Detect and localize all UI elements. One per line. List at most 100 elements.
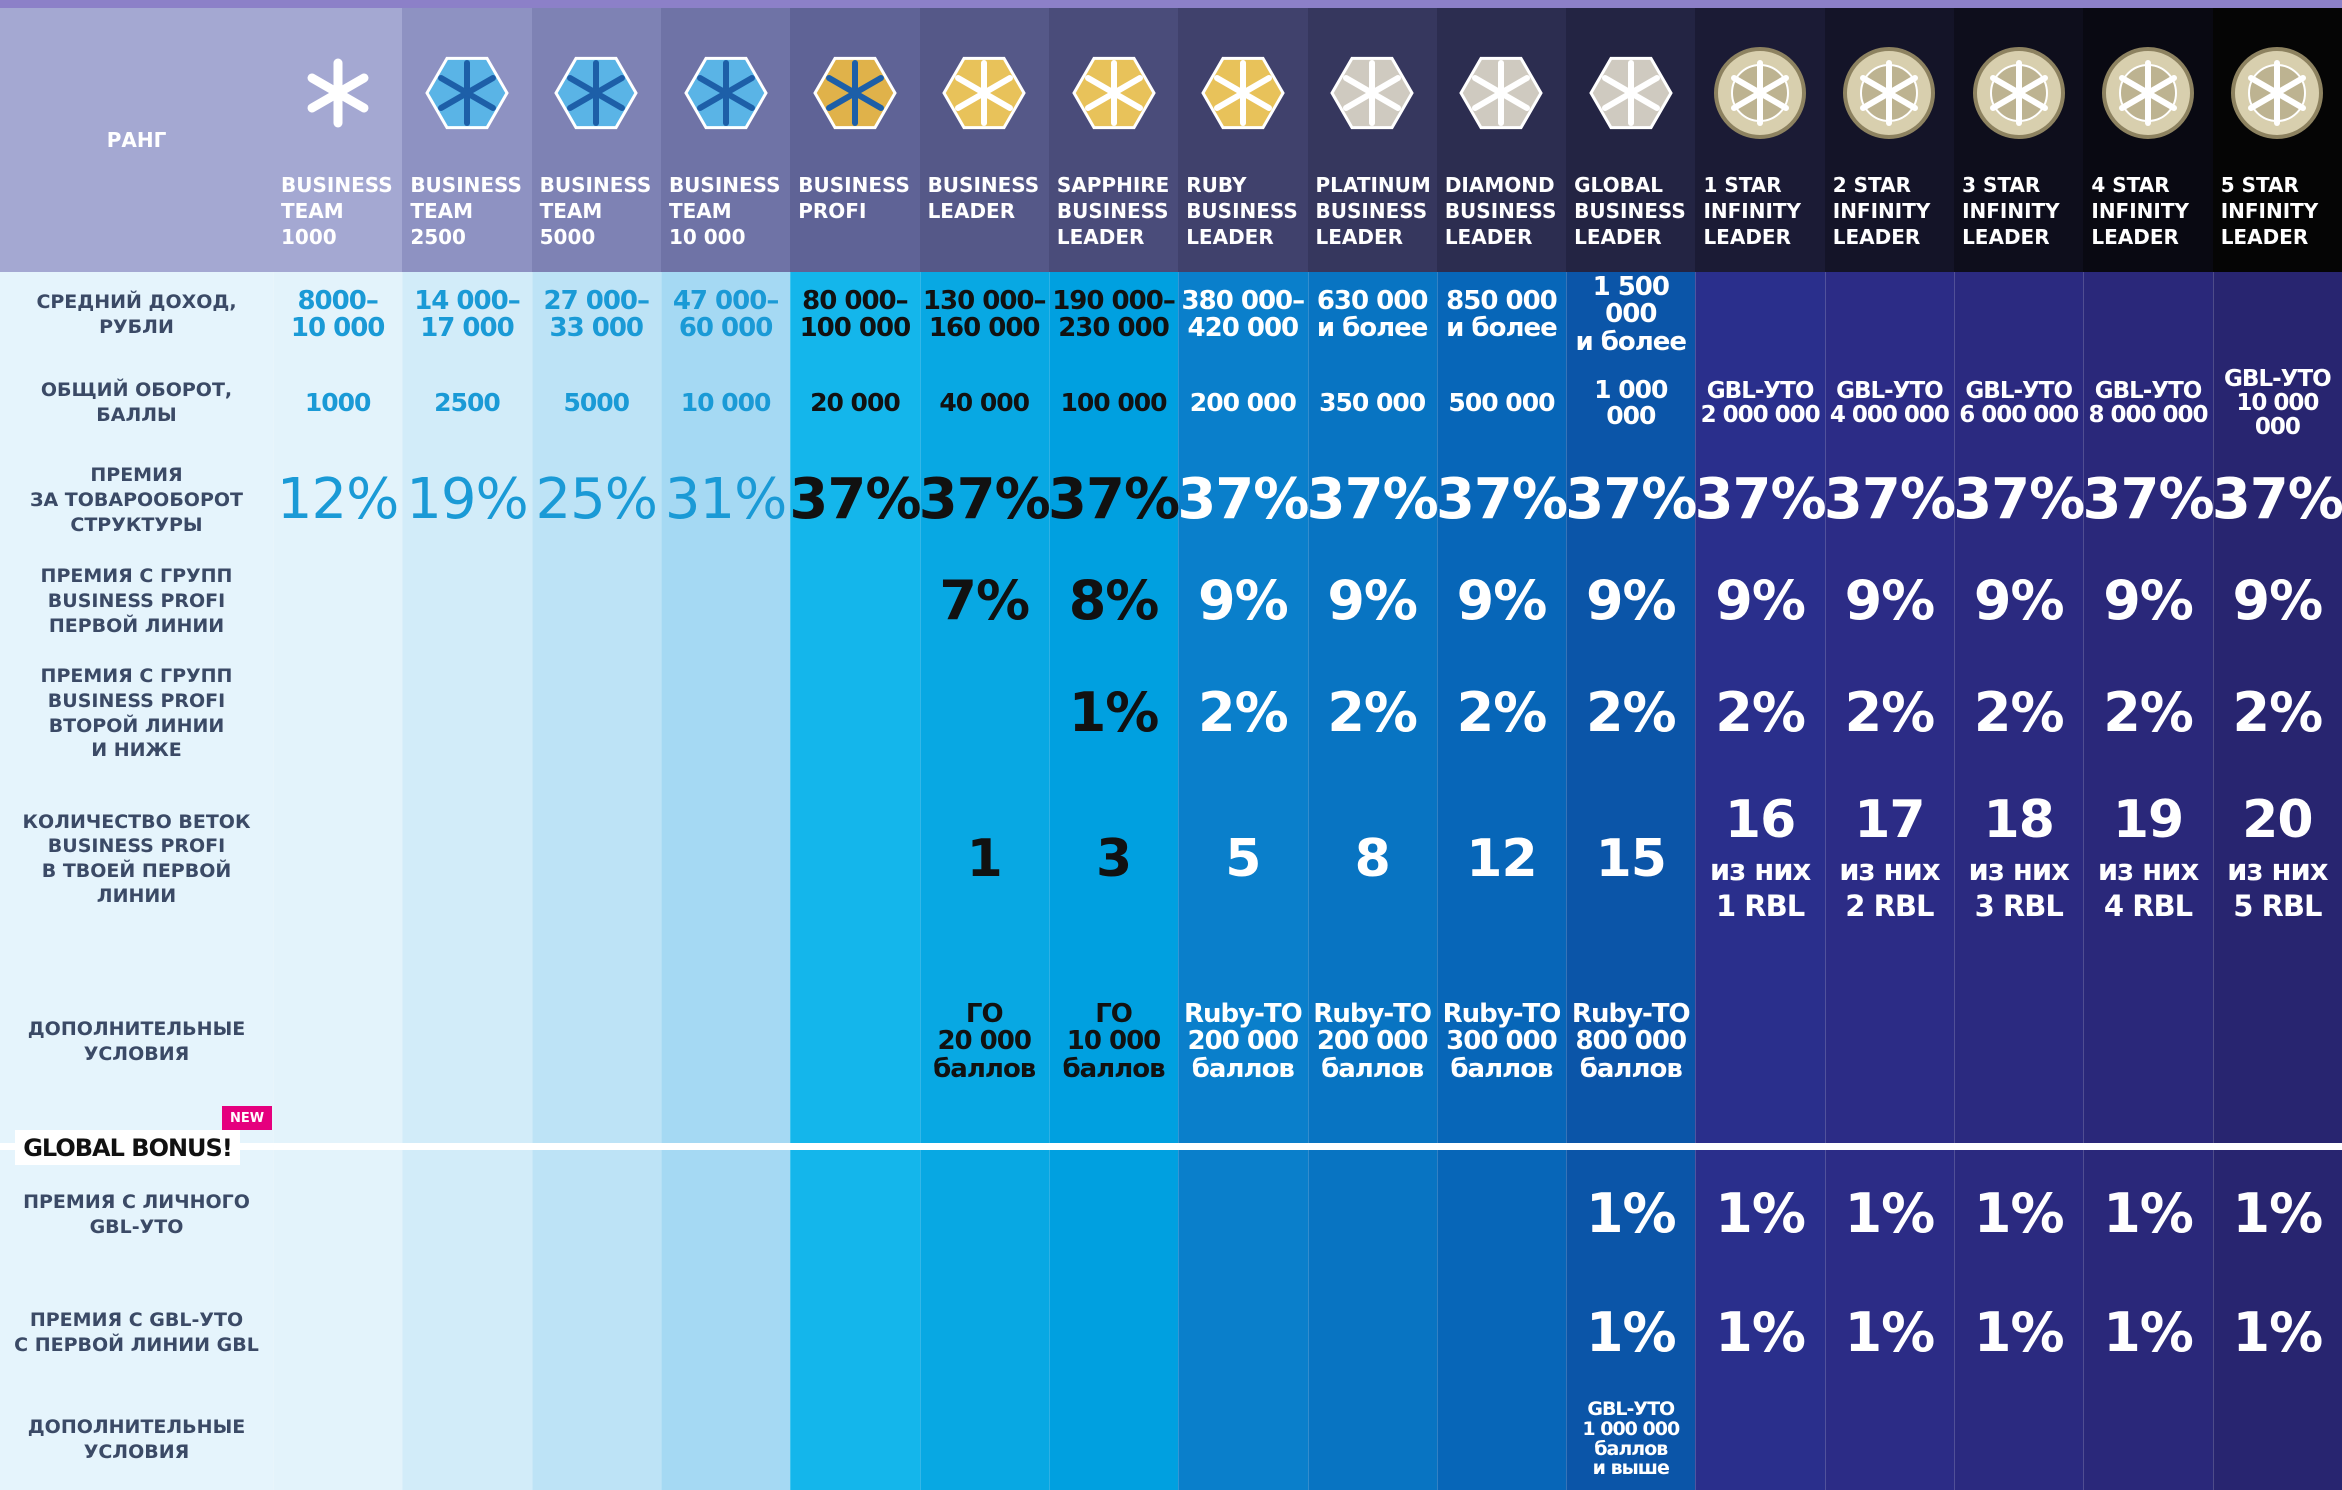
row-cell: 7%: [920, 553, 1049, 650]
row-label: ОБЩИЙ ОБОРОТ, БАЛЛЫ: [0, 358, 273, 448]
row-cell: 2%: [1695, 650, 1824, 777]
row-cell: 37%: [1695, 448, 1824, 553]
cell-value: 37%: [1048, 471, 1179, 530]
row-cell: 2%: [2083, 650, 2212, 777]
row-cell: 1%: [2213, 1277, 2342, 1389]
row-cell: GBL-УТО 6 000 000: [1954, 358, 2083, 448]
row-label: СРЕДНИЙ ДОХОД, РУБЛИ: [0, 272, 273, 358]
row-cell: 1%: [2083, 1277, 2212, 1389]
cell-value: 37%: [1953, 471, 2084, 530]
cell-value: 2%: [1457, 685, 1547, 742]
rank-icon: [1324, 45, 1420, 141]
cell-value: 15: [1596, 832, 1666, 887]
row-cell: 37%: [1954, 448, 2083, 553]
row-cell: 850 000 и более: [1437, 272, 1566, 358]
divider-line: [0, 1143, 2342, 1150]
row-cell: 16из них 1 RBL: [1695, 777, 1824, 941]
cell-value: 14 000– 17 000: [414, 288, 520, 343]
row-cell: 1%: [1825, 1152, 1954, 1277]
row-cell: 47 000– 60 000: [661, 272, 790, 358]
row-cell: GBL-УТО 8 000 000: [2083, 358, 2212, 448]
row-cell: 630 000 и более: [1308, 272, 1437, 358]
row-cell: 100 000: [1049, 358, 1178, 448]
cell-value: 2%: [1198, 685, 1288, 742]
row-cell: 8000– 10 000: [273, 272, 402, 358]
cell-value: 1%: [1586, 1305, 1676, 1362]
row-cell: 31%: [661, 448, 790, 553]
row-cell: 2500: [402, 358, 531, 448]
row-cell: 2%: [1178, 650, 1307, 777]
row-cell: ГО 20 000 баллов: [920, 941, 1049, 1143]
cell-value: 37%: [1436, 471, 1567, 530]
row-label: ПРЕМИЯ С ГРУПП BUSINESS PROFI ПЕРВОЙ ЛИН…: [0, 553, 273, 650]
row-cell: 2%: [1308, 650, 1437, 777]
cell-value: 1000: [305, 390, 371, 416]
cell-value: 380 000– 420 000: [1182, 288, 1305, 343]
rank-icon: [1841, 45, 1937, 141]
row-cell: Ruby-ТО 800 000 баллов: [1566, 941, 1695, 1143]
row-cell: 1 500 000 и более: [1566, 272, 1695, 358]
row-cell: 9%: [1954, 553, 2083, 650]
cell-value: 20 000: [810, 390, 900, 416]
row-cell: 5: [1178, 777, 1307, 941]
rank-icon: [1712, 45, 1808, 141]
rank-label: РАНГ: [0, 8, 273, 272]
row-cell: Ruby-ТО 200 000 баллов: [1308, 941, 1437, 1143]
rank-name: 4 STAR INFINITY LEADER: [2091, 172, 2212, 250]
cell-value: 19%: [406, 471, 527, 530]
row-cell: GBL-УТО 1 000 000 баллов и выше: [1566, 1389, 1695, 1490]
rank-icon: [548, 45, 644, 141]
row-cell: 2%: [1566, 650, 1695, 777]
cell-value: 12%: [277, 471, 398, 530]
row-cell: 37%: [1049, 448, 1178, 553]
cell-value: 2%: [2103, 685, 2193, 742]
rank-icon: [419, 45, 515, 141]
rank-icon: [1195, 45, 1291, 141]
cell-value: 630 000 и более: [1317, 288, 1428, 343]
cell-value: 37%: [1565, 471, 1696, 530]
row-cell: 3: [1049, 777, 1178, 941]
cell-value: 1%: [2103, 1186, 2193, 1243]
row-cell: 10 000: [661, 358, 790, 448]
cell-value: 40 000: [939, 390, 1029, 416]
row-cell: 19из них 4 RBL: [2083, 777, 2212, 941]
row-cell: 1%: [1049, 650, 1178, 777]
row-cell: 2%: [1954, 650, 2083, 777]
rank-name: SAPPHIRE BUSINESS LEADER: [1057, 172, 1178, 250]
row-cell: 80 000– 100 000: [790, 272, 919, 358]
row-cell: 37%: [1437, 448, 1566, 553]
cell-value: 1%: [1586, 1186, 1676, 1243]
row-cell: 20 000: [790, 358, 919, 448]
row-cell: GBL-УТО 2 000 000: [1695, 358, 1824, 448]
rank-name: BUSINESS TEAM 2500: [410, 172, 531, 250]
cell-value: 9%: [1586, 573, 1676, 630]
cell-value: 7%: [939, 573, 1029, 630]
row-cell: 1%: [1695, 1152, 1824, 1277]
row-cell: 1%: [2213, 1152, 2342, 1277]
row-cell: 40 000: [920, 358, 1049, 448]
cell-value: 1%: [1845, 1186, 1935, 1243]
row-cell: 14 000– 17 000: [402, 272, 531, 358]
cell-value: 27 000– 33 000: [544, 288, 650, 343]
row-cell: 37%: [790, 448, 919, 553]
cell-value: GBL-УТО 4 000 000: [1830, 379, 1949, 427]
row-label: КОЛИЧЕСТВО ВЕТОК BUSINESS PROFI В ТВОЕЙ …: [0, 777, 273, 941]
rank-icon: [936, 45, 1032, 141]
cell-value: 80 000– 100 000: [800, 288, 911, 343]
row-cell: 37%: [1825, 448, 1954, 553]
row-cell: 9%: [1308, 553, 1437, 650]
cell-note: из них 1 RBL: [1710, 852, 1810, 925]
row-cell: 1: [920, 777, 1049, 941]
row-cell: Ruby-ТО 200 000 баллов: [1178, 941, 1307, 1143]
row-cell: 18из них 3 RBL: [1954, 777, 2083, 941]
cell-value: 25%: [536, 471, 657, 530]
rank-icon: [2100, 45, 2196, 141]
cell-value: 47 000– 60 000: [673, 288, 779, 343]
cell-value: 2%: [1974, 685, 2064, 742]
cell-value: 5: [1225, 832, 1260, 887]
row-cell: 9%: [1695, 553, 1824, 650]
cell-value: 2%: [1845, 685, 1935, 742]
row-cell: 9%: [1437, 553, 1566, 650]
cell-value: 8%: [1069, 573, 1159, 630]
